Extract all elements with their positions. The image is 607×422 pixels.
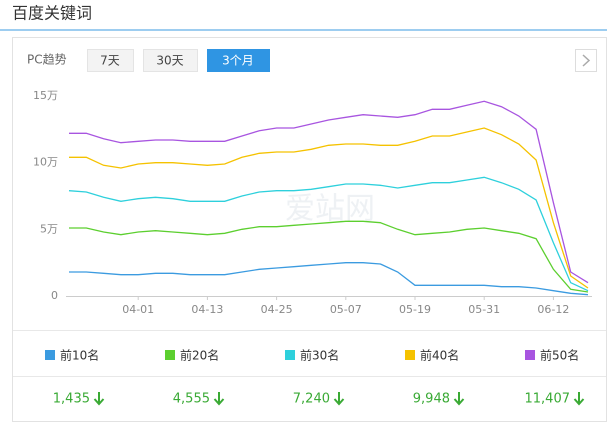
legend-swatch (285, 350, 295, 360)
down-arrow (333, 392, 345, 406)
range-button[interactable] (207, 49, 270, 72)
legend-label[interactable]: 前50名 (540, 348, 579, 363)
x-tick-label: 04-13 (191, 303, 223, 316)
series-line (69, 220, 589, 293)
legend-label[interactable]: 前20名 (180, 348, 219, 363)
range-button-label: 30天 (156, 54, 183, 68)
buttons: 7天 30天 3个月 (87, 49, 270, 72)
series-line (68, 176, 589, 292)
legend-swatch (405, 350, 415, 360)
total-value: 1,435 (53, 392, 90, 407)
down-arrow (213, 392, 225, 406)
x-tick-label: 05-07 (330, 303, 362, 316)
x-tick-label: 04-01 (122, 303, 154, 316)
legend-label[interactable]: 前40名 (420, 348, 459, 363)
chart: 0 5万 10万 15万 04-01 04-13 04-25 05-07 05-19 05-31 0… (33, 89, 592, 316)
down-arrow (573, 392, 585, 406)
legend-swatch (525, 350, 535, 360)
legend-swatch (165, 350, 175, 360)
x-tick-label: 05-31 (468, 303, 500, 316)
y-tick-label: 0 (51, 289, 58, 302)
x-tick-label: 05-19 (399, 303, 431, 316)
series-line (69, 100, 589, 284)
legend: 前10名 1,435 前20名 4,555 前30名 7,240 前40名 9,948 前50名… (45, 348, 585, 407)
x-tick-label: 04-25 (261, 303, 293, 316)
range-button-label: 3个月 (222, 54, 254, 68)
series-line (69, 127, 589, 289)
next-button[interactable] (575, 49, 597, 72)
down-arrow (93, 392, 105, 406)
controls-label: PC趋势 (27, 53, 67, 67)
range-button[interactable] (143, 49, 198, 72)
y-tick-label: 5万 (40, 222, 58, 235)
down-arrow (453, 392, 465, 406)
range-button[interactable] (87, 49, 134, 72)
next-icon (582, 54, 591, 67)
series-line (69, 262, 589, 296)
legend-swatch (45, 350, 55, 360)
y-tick-label: 15万 (33, 89, 58, 102)
page-title: 百度关键词 (12, 4, 92, 23)
total-value: 4,555 (173, 392, 210, 407)
y-tick-label: 10万 (33, 156, 58, 169)
total-value: 9,948 (413, 392, 450, 407)
range-button-label: 7天 (100, 54, 120, 68)
legend-label[interactable]: 前10名 (60, 348, 99, 363)
legend-label[interactable]: 前30名 (300, 348, 339, 363)
x-tick-label: 06-12 (537, 303, 569, 316)
panel (12, 37, 607, 422)
total-value: 7,240 (293, 392, 330, 407)
total-value: 11,407 (525, 392, 571, 407)
